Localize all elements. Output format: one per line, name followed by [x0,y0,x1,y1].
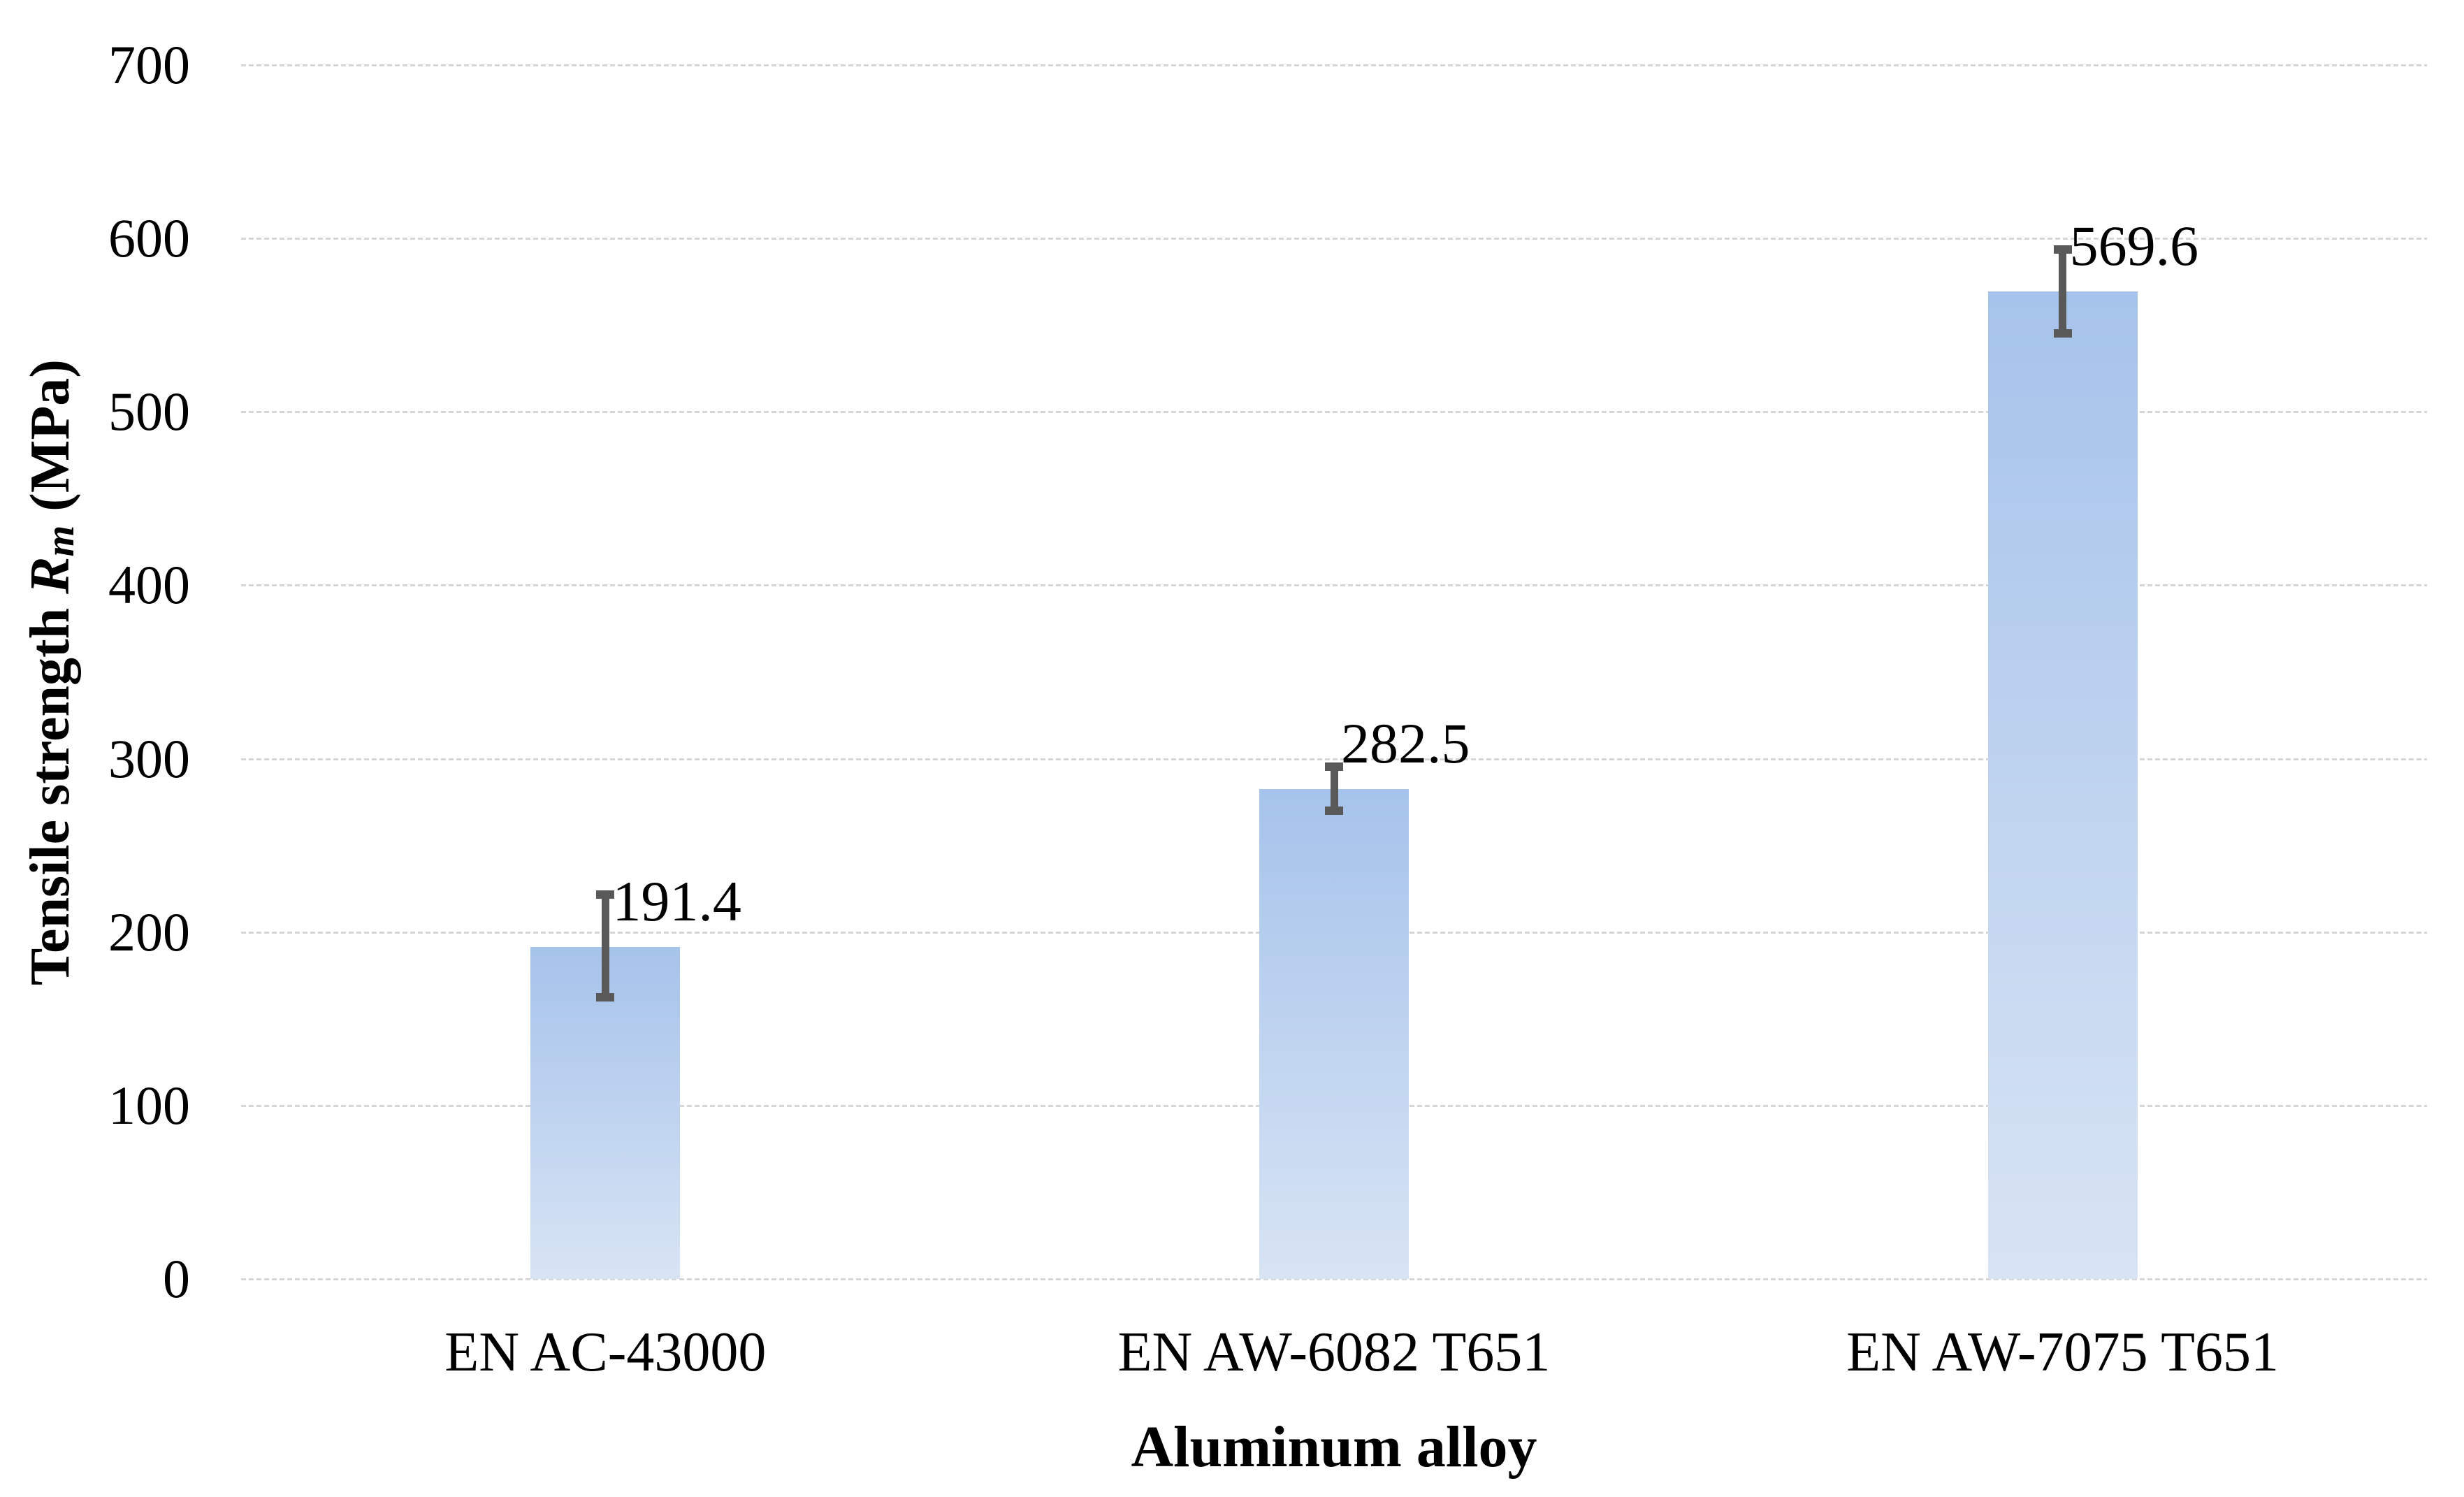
y-tick-label-500: 500 [108,381,190,442]
error-bar-stem-2 [1330,766,1338,811]
x-axis-title: Aluminum alloy [1131,1415,1537,1480]
gridline-500 [241,411,2427,414]
error-bar-cap-bottom-3 [2053,329,2072,338]
error-bar-stem-3 [2059,249,2067,334]
y-tick-label-600: 600 [108,208,190,269]
x-tick-label-1: EN AC-43000 [444,1322,767,1383]
y-tick-label-400: 400 [108,554,190,616]
error-bar-cap-top-1 [596,890,615,899]
y-tick-label-300: 300 [108,728,190,789]
data-label-2: 282.5 [1341,711,1470,775]
x-tick-label-3: EN AW-7075 T651 [1846,1322,2280,1383]
data-label-3: 569.6 [2069,213,2199,277]
x-tick-label-2: EN AW-6082 T651 [1117,1322,1551,1383]
error-bar-cap-bottom-1 [596,993,615,1002]
gridline-700 [241,64,2427,66]
error-bar-cap-top-2 [1325,762,1343,771]
bar-EN AC-43000 [530,947,681,1279]
y-tick-label-700: 700 [108,34,190,95]
error-bar-stem-1 [601,895,609,997]
bar-EN AW-6082 T651 [1259,788,1409,1279]
error-bar-cap-bottom-2 [1325,807,1343,815]
y-tick-label-0: 0 [163,1248,190,1309]
gridline-600 [241,238,2427,240]
gridline-0 [241,1278,2427,1280]
data-label-1: 191.4 [612,869,741,934]
y-tick-label-100: 100 [108,1074,190,1136]
error-bar-cap-top-3 [2053,245,2072,254]
y-axis-title: Tensile strength Rm (MPa) [14,183,87,1162]
gridline-300 [241,758,2427,760]
gridline-400 [241,584,2427,587]
bar-EN AW-7075 T651 [1987,291,2138,1279]
y-tick-label-200: 200 [108,901,190,962]
